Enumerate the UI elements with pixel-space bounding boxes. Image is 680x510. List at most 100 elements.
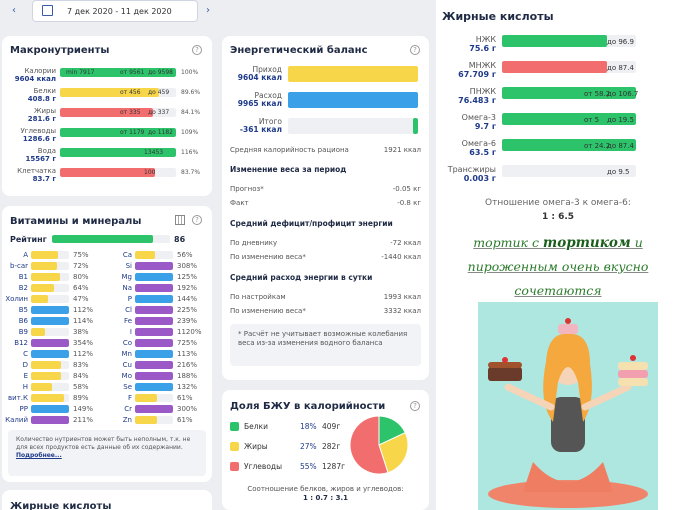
macro-name: Калории (24, 67, 56, 75)
pie-slice-Жиры (378, 431, 409, 474)
vitamin-name: Mo (121, 372, 132, 380)
bju-grams: 282г (322, 442, 341, 451)
vitamin-bar-fill (135, 394, 158, 402)
energy-title: Энергетический баланс (230, 45, 368, 56)
vitamin-name: B12 (14, 339, 28, 347)
bju-card: Доля БЖУ в калорийности ? Белки 18% 409г Жи… (222, 390, 429, 510)
macro-mark: 13453 (144, 149, 164, 156)
bju-pct: 18% (300, 422, 317, 431)
macro-to: до 459 (148, 89, 170, 96)
vitamin-name: b-car (10, 262, 28, 270)
vitamin-pct: 80% (73, 273, 89, 281)
vitamin-bar (135, 350, 173, 358)
vitamin-bar-fill (31, 350, 69, 358)
vitamin-pct: 354% (73, 339, 94, 347)
vitamin-name: D (22, 361, 28, 369)
vitamin-bar (31, 317, 69, 325)
more-link[interactable]: Подробнее... (16, 452, 62, 459)
help-icon[interactable]: ? (410, 401, 420, 411)
weight-change-title: Изменение веса за период (230, 165, 347, 174)
vitamin-name: Zn (122, 416, 132, 424)
date-range-picker[interactable]: 7 дек 2020 - 11 дек 2020 (32, 0, 198, 22)
energy-balance-card: Энергетический баланс ? Приход 9604 ккал … (222, 36, 429, 380)
macro-bar-fill (60, 88, 159, 97)
vitamin-pct: 89% (73, 394, 89, 402)
energy-note: * Расчёт не учитывает возможные колебани… (230, 324, 421, 366)
fatty-to: до 96.9 (607, 38, 634, 46)
fatty-to: до 106.7 (607, 90, 639, 98)
macro-to: до 337 (148, 109, 170, 116)
fatty-label: НЖК 75.6 г (436, 35, 496, 53)
fatty-value: 76.483 г (458, 96, 496, 105)
vitamin-pct: 1120% (177, 328, 202, 336)
fatty-bar (502, 61, 636, 73)
vitamin-bar (135, 372, 173, 380)
vitamins-note: Количество нутриентов может быть неполны… (8, 430, 206, 476)
fatty-bar-fill (502, 61, 607, 73)
macro-label: Белки 408.8 г (4, 87, 56, 103)
vitamin-bar (135, 416, 173, 424)
fatty-acids-bottom-title: Жирные кислоты (10, 501, 112, 510)
table-icon[interactable] (175, 215, 185, 225)
fatty-bar (502, 139, 636, 151)
macro-from: от 456 (120, 89, 141, 96)
vitamin-bar-fill (31, 273, 60, 281)
fatty-to: до 87.4 (607, 64, 634, 72)
vitamin-bar-fill (31, 394, 64, 402)
vitamin-bar-fill (135, 372, 173, 380)
date-range-text: 7 дек 2020 - 11 дек 2020 (67, 7, 172, 16)
macro-name: Вода (37, 147, 56, 155)
fatty-bar (502, 113, 636, 125)
macro-pct: 83.7% (181, 169, 201, 176)
fatty-bar (502, 35, 636, 47)
handwriting-line-1: тортик с тортиком и (473, 235, 643, 251)
expense-bar (288, 92, 418, 108)
vitamin-bar (31, 284, 69, 292)
macro-bar-fill (60, 148, 176, 157)
vitamin-bar-fill (31, 372, 62, 380)
macro-from: от 335 (120, 109, 141, 116)
vitamin-bar (31, 394, 69, 402)
vitamin-bar (31, 273, 69, 281)
vitamins-title: Витамины и минералы (10, 216, 142, 227)
fatty-label: ПНЖК 76.483 г (436, 87, 496, 105)
macro-pct: 109% (181, 129, 199, 136)
vitamin-pct: 239% (177, 317, 198, 325)
vitamin-bar-fill (135, 361, 173, 369)
vitamin-bar-fill (135, 328, 173, 336)
vitamin-pct: 64% (73, 284, 89, 292)
vitamin-pct: 75% (73, 251, 89, 259)
vitamin-bar-fill (31, 284, 54, 292)
vitamin-pct: 308% (177, 262, 198, 270)
prev-date-arrow[interactable]: ‹ (12, 5, 16, 16)
vitamin-name: I (129, 328, 132, 336)
vitamin-bar-fill (31, 295, 49, 303)
by-weight-label: По изменению веса* (230, 253, 306, 261)
help-icon[interactable]: ? (192, 45, 202, 55)
vitamins-card: Витамины и минералы ? Рейтинг 86 A 75% b-c… (2, 206, 212, 482)
fact-value: -0.8 кг (397, 199, 421, 207)
vitamin-bar (31, 372, 69, 380)
help-icon[interactable]: ? (192, 215, 202, 225)
fatty-bar (502, 165, 636, 177)
fatty-to: до 9.5 (607, 168, 630, 176)
vitamin-name: Si (125, 262, 132, 270)
macro-bar (60, 108, 176, 117)
vitamin-name: A (23, 251, 28, 259)
by-weight2-value: 3332 ккал (383, 307, 421, 315)
rating-label: Рейтинг (10, 235, 47, 244)
vitamin-name: F (127, 394, 132, 402)
vitamin-pct: 300% (177, 405, 198, 413)
fatty-from: от 24.2 (584, 142, 611, 150)
macro-to: до 1182 (148, 129, 173, 136)
vitamin-bar (135, 306, 173, 314)
vitamin-name: Cr (124, 405, 132, 413)
fatty-name: Омега-3 (461, 113, 496, 122)
fatty-title: Жирные кислоты (442, 10, 554, 23)
vitamin-bar (31, 262, 69, 270)
next-date-arrow[interactable]: › (206, 5, 210, 16)
macro-bar (60, 128, 176, 137)
help-icon[interactable]: ? (410, 45, 420, 55)
vitamin-bar (135, 262, 173, 270)
vitamin-name: B9 (18, 328, 28, 336)
